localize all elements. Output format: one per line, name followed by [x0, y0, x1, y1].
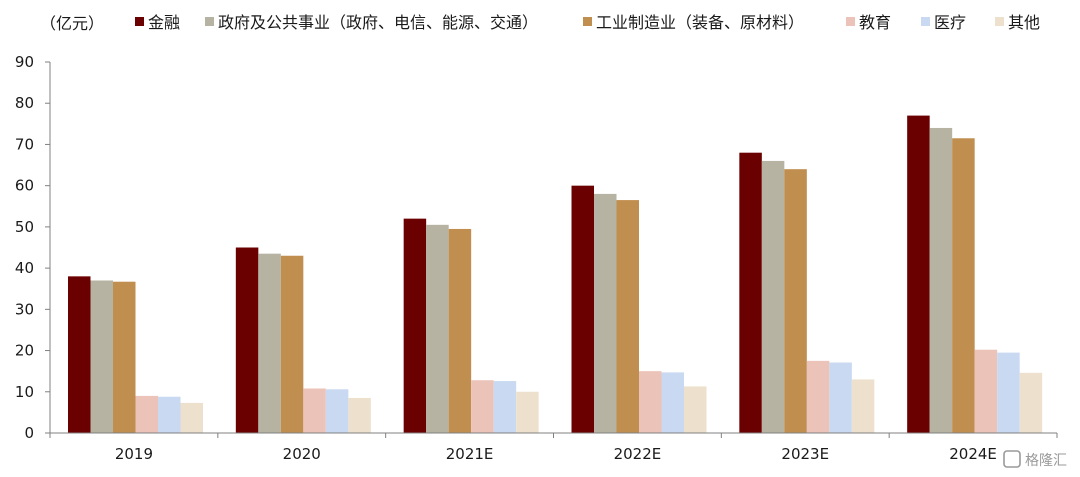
legend-label: 工业制造业（装备、原材料）: [596, 13, 804, 32]
bar: [258, 253, 281, 433]
bar: [616, 200, 639, 433]
x-tick-label: 2019: [115, 445, 153, 463]
watermark: 格隆汇: [1003, 450, 1067, 469]
bar: [158, 396, 181, 433]
legend-swatch: [583, 17, 592, 26]
y-tick-label: 70: [15, 135, 34, 153]
y-tick-label: 40: [15, 259, 34, 277]
legend-swatch: [135, 17, 144, 26]
bar: [639, 371, 662, 433]
bar: [403, 218, 427, 433]
bar: [113, 281, 136, 433]
unit-label: （亿元）: [40, 14, 104, 33]
legend-swatch: [995, 17, 1004, 26]
y-tick-label: 10: [15, 383, 34, 401]
legend-swatch: [846, 17, 855, 26]
y-tick-label: 60: [15, 177, 34, 195]
bar: [348, 397, 371, 433]
bar: [851, 379, 875, 433]
legend-label: 教育: [859, 13, 891, 32]
bar: [90, 280, 113, 433]
bar: [68, 276, 91, 433]
bar: [952, 138, 975, 433]
legend-label: 其他: [1008, 13, 1040, 32]
bar: [235, 247, 259, 433]
bar: [739, 152, 762, 433]
y-tick-label: 0: [24, 424, 34, 442]
bar: [594, 193, 617, 433]
x-tick-label: 2023E: [781, 445, 829, 463]
y-tick-label: 80: [15, 94, 34, 112]
y-tick-label: 90: [15, 53, 34, 71]
legend-label: 金融: [148, 13, 180, 32]
bar: [1019, 372, 1043, 433]
bar: [929, 127, 953, 433]
bar: [761, 160, 785, 433]
bar: [997, 352, 1020, 433]
bars: [68, 115, 1043, 433]
bar: [471, 380, 494, 433]
bar: [426, 224, 449, 433]
bar: [135, 395, 158, 433]
bar: [661, 372, 684, 433]
watermark-text: 格隆汇: [1025, 453, 1067, 469]
legend-label: 医疗: [934, 13, 966, 32]
y-tick-label: 20: [15, 342, 34, 360]
bar: [784, 169, 807, 433]
y-tick-label: 50: [15, 218, 34, 236]
legend-label: 政府及公共事业（政府、电信、能源、交通）: [218, 13, 538, 32]
bar: [516, 391, 539, 433]
bar: [829, 362, 852, 433]
bar: [974, 349, 998, 433]
x-tick-label: 2020: [283, 445, 321, 463]
x-tick-label: 2024E: [949, 445, 997, 463]
y-axis: 0 10 20 30 40 50 60 70 80 90: [15, 53, 51, 442]
legend: 金融 政府及公共事业（政府、电信、能源、交通） 工业制造业（装备、原材料） 教育 医疗 其…: [135, 13, 1040, 32]
gelonghui-logo-icon: [1003, 450, 1021, 468]
bar: [907, 115, 930, 433]
bar: [325, 389, 349, 433]
x-tick-label: 2021E: [446, 445, 494, 463]
bar: [180, 402, 203, 433]
legend-swatch: [921, 17, 930, 26]
x-axis: 2019 2020 2021E 2022E 2023E 2024E: [49, 432, 1058, 463]
x-tick-label: 2022E: [614, 445, 662, 463]
legend-swatch: [205, 17, 214, 26]
bar: [493, 381, 517, 433]
bar: [571, 185, 594, 433]
y-tick-label: 30: [15, 300, 34, 318]
bar: [448, 228, 472, 433]
bar: [806, 360, 830, 433]
bar: [280, 255, 304, 433]
bar: [684, 386, 707, 433]
bar: [303, 388, 326, 433]
